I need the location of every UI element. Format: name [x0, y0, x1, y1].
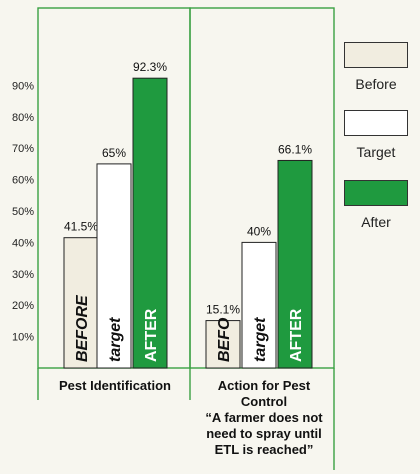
bar-word: AFTER [143, 308, 160, 362]
legend-swatch-before [344, 42, 408, 68]
legend-label-after: After [361, 214, 391, 230]
bars: 41.5% BEFORE 15.1%BEFO 65% target 40% target 92… [63, 60, 313, 369]
legend-item-after: After [340, 180, 412, 230]
category-title: Action for Pest Control [217, 378, 311, 409]
bar-word: AFTER [288, 308, 305, 362]
legend-swatch-after [344, 180, 408, 206]
y-tick-label: 60% [12, 175, 34, 187]
y-tick-label: 80% [12, 112, 34, 124]
value-label: 92.3% [133, 60, 167, 74]
y-tick-label: 90% [12, 80, 34, 92]
bar-after [277, 159, 313, 369]
bar-target [241, 241, 277, 369]
value-label: 40% [247, 224, 271, 238]
legend-swatch-target [344, 110, 408, 136]
bar-after [132, 77, 168, 369]
bar-target [96, 163, 132, 369]
value-label: 15.1% [206, 303, 240, 317]
category-note: “A farmer does not need to spray until E… [205, 410, 323, 457]
category-title: Pest Identification [59, 378, 171, 393]
bar-word: target [107, 317, 124, 362]
bar-word: BEFO [216, 317, 233, 362]
y-tick-label: 50% [12, 206, 34, 218]
y-tick-label: 10% [12, 332, 34, 344]
legend-item-target: Target [340, 110, 412, 160]
value-label: 41.5% [64, 220, 98, 234]
bar-word: BEFORE [74, 294, 91, 362]
y-tick-label: 40% [12, 237, 34, 249]
y-tick-label: 20% [12, 300, 34, 312]
category-label-pest-identification: Pest Identification [40, 378, 190, 394]
value-label: 66.1% [278, 142, 312, 156]
bar-before [63, 237, 99, 369]
legend-item-before: Before [340, 42, 412, 92]
y-tick-label: 30% [12, 269, 34, 281]
y-axis-ticks: 10% 20% 30% 40% 50% 60% 70% 80% 90% [12, 80, 34, 343]
legend-label-before: Before [355, 76, 397, 92]
category-label-action-for-pest-control: Action for Pest Control “A farmer does n… [196, 378, 332, 458]
bar-word: target [252, 317, 269, 362]
legend-label-target: Target [356, 144, 396, 160]
y-tick-label: 70% [12, 143, 34, 155]
bar-before [205, 320, 241, 369]
value-label: 65% [102, 146, 126, 160]
